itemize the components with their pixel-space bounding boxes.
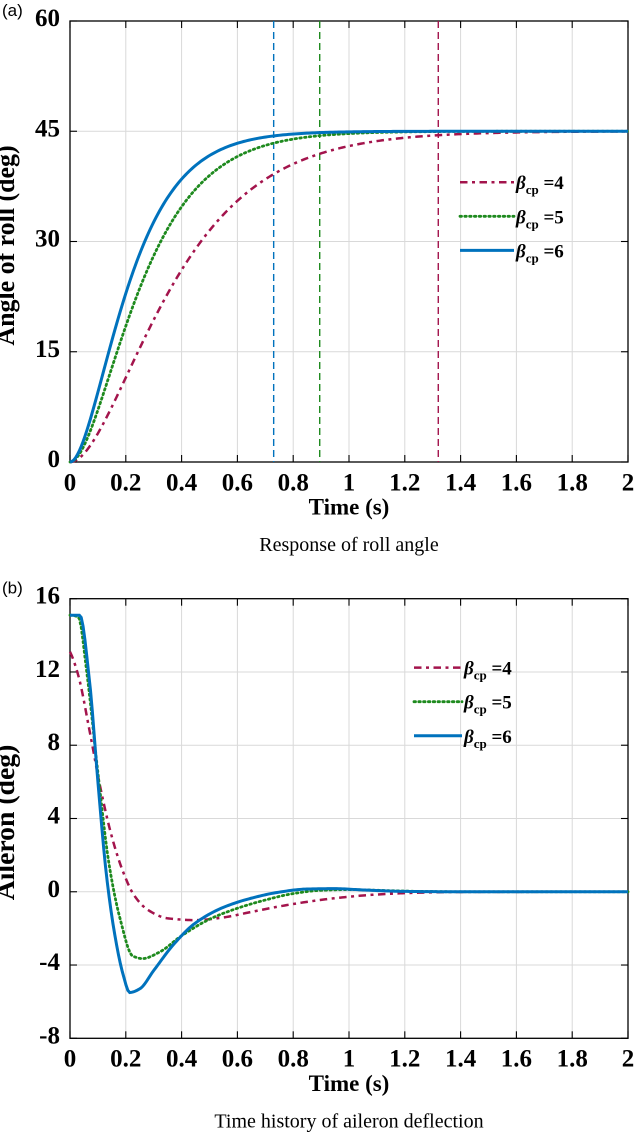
svg-text:2: 2 — [622, 1046, 635, 1073]
svg-text:0: 0 — [64, 469, 77, 496]
svg-text:-4: -4 — [39, 949, 60, 976]
svg-text:1: 1 — [343, 1046, 356, 1073]
svg-text:12: 12 — [35, 656, 60, 683]
svg-text:1.4: 1.4 — [445, 1046, 477, 1073]
svg-text:1.2: 1.2 — [389, 1046, 420, 1073]
svg-text:0.8: 0.8 — [278, 1046, 309, 1073]
svg-text:1.8: 1.8 — [557, 469, 588, 496]
svg-text:15: 15 — [35, 336, 60, 363]
svg-text:-8: -8 — [39, 1022, 60, 1049]
svg-text:8: 8 — [48, 729, 61, 756]
svg-text:βcp =5: βcp =5 — [515, 207, 564, 231]
svg-text:0.4: 0.4 — [166, 469, 198, 496]
svg-text:0.4: 0.4 — [166, 1046, 198, 1073]
svg-text:(a): (a) — [2, 1, 23, 20]
svg-text:0.2: 0.2 — [110, 469, 141, 496]
svg-text:1: 1 — [343, 469, 356, 496]
svg-text:Response of roll angle: Response of roll angle — [259, 534, 439, 556]
svg-text:1.4: 1.4 — [445, 469, 477, 496]
svg-text:βcp =6: βcp =6 — [515, 241, 564, 265]
svg-text:0.6: 0.6 — [222, 469, 253, 496]
svg-text:Time (s): Time (s) — [309, 1071, 390, 1096]
svg-text:1.2: 1.2 — [389, 469, 420, 496]
svg-text:0.8: 0.8 — [278, 469, 309, 496]
svg-text:45: 45 — [35, 115, 60, 142]
svg-text:1.8: 1.8 — [557, 1046, 588, 1073]
svg-text:βcp =4: βcp =4 — [515, 173, 564, 197]
svg-text:60: 60 — [35, 5, 60, 32]
svg-text:4: 4 — [48, 803, 61, 830]
svg-text:βcp =4: βcp =4 — [463, 659, 512, 683]
svg-text:βcp =6: βcp =6 — [463, 727, 512, 751]
svg-text:Time history of aileron deflec: Time history of aileron deflection — [214, 1110, 483, 1132]
svg-text:2: 2 — [622, 469, 635, 496]
svg-text:0: 0 — [48, 876, 61, 903]
svg-text:(b): (b) — [2, 579, 23, 598]
svg-text:1.6: 1.6 — [501, 469, 532, 496]
svg-text:30: 30 — [35, 226, 60, 253]
svg-text:Aileron (deg): Aileron (deg) — [0, 745, 20, 901]
svg-text:0.6: 0.6 — [222, 1046, 253, 1073]
svg-text:1.6: 1.6 — [501, 1046, 532, 1073]
svg-text:0.2: 0.2 — [110, 1046, 141, 1073]
svg-text:0: 0 — [64, 1046, 77, 1073]
svg-text:Angle of roll (deg): Angle of roll (deg) — [0, 145, 20, 345]
svg-text:βcp =5: βcp =5 — [463, 693, 512, 717]
svg-text:16: 16 — [35, 583, 60, 610]
svg-text:0: 0 — [48, 446, 61, 473]
svg-text:Time (s): Time (s) — [309, 495, 390, 520]
